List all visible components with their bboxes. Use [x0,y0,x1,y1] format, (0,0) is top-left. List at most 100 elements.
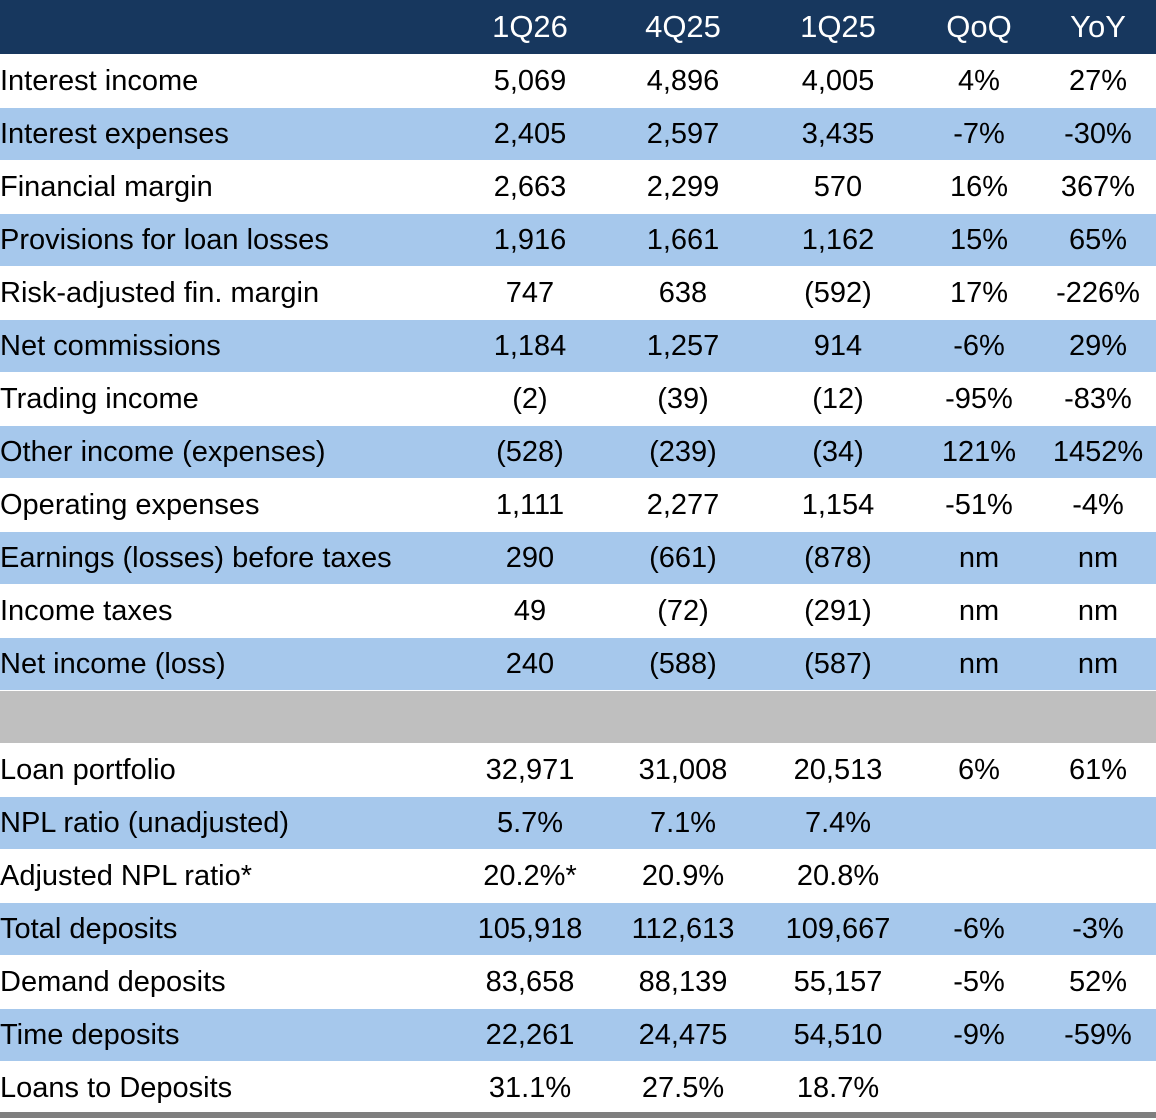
value-4q25: 2,299 [608,160,758,214]
value-4q25: 31,008 [608,743,758,797]
value-1q26: 49 [452,584,608,638]
header-4q25: 4Q25 [608,0,758,55]
value-1q25: 570 [758,160,918,214]
value-qoq [918,1061,1040,1115]
value-qoq: -51% [918,478,1040,532]
row-label: Risk-adjusted fin. margin [0,266,452,320]
bottom-rule [0,1112,1156,1118]
table-row: Net income (loss) 240 (588) (587) nm nm [0,637,1156,691]
table-row: Earnings (losses) before taxes 290 (661) (8… [0,531,1156,585]
value-yoy: 61% [1040,743,1156,797]
value-1q25: 1,162 [758,213,918,267]
value-4q25: 7.1% [608,796,758,850]
value-qoq: 15% [918,213,1040,267]
value-qoq: -6% [918,902,1040,956]
value-qoq: -95% [918,372,1040,426]
row-label: Loans to Deposits [0,1061,452,1115]
row-label: Provisions for loan losses [0,213,452,267]
value-qoq: 6% [918,743,1040,797]
value-4q25: (588) [608,637,758,691]
value-1q25: 1,154 [758,478,918,532]
value-1q26: 1,111 [452,478,608,532]
value-1q25: (592) [758,266,918,320]
value-1q26: (2) [452,372,608,426]
value-qoq: nm [918,637,1040,691]
value-qoq: nm [918,584,1040,638]
value-4q25: 24,475 [608,1008,758,1062]
table-row: Risk-adjusted fin. margin 747 638 (592) 17% -… [0,266,1156,320]
value-1q26: 2,405 [452,107,608,161]
value-qoq: -7% [918,107,1040,161]
value-yoy [1040,1061,1156,1115]
value-4q25: (239) [608,425,758,479]
value-1q25: 20.8% [758,849,918,903]
value-1q25: (34) [758,425,918,479]
value-1q25: 55,157 [758,955,918,1009]
value-yoy: -3% [1040,902,1156,956]
value-1q25: 3,435 [758,107,918,161]
table-body: Interest income 5,069 4,896 4,005 4% 27% Inter… [0,54,1156,1115]
value-1q26: 747 [452,266,608,320]
row-label: Interest expenses [0,107,452,161]
value-qoq: 121% [918,425,1040,479]
table-row: Adjusted NPL ratio* 20.2%* 20.9% 20.8% [0,849,1156,903]
value-yoy: 27% [1040,54,1156,108]
value-1q26: 22,261 [452,1008,608,1062]
table-row: Interest income 5,069 4,896 4,005 4% 27% [0,54,1156,108]
value-1q26: 32,971 [452,743,608,797]
table-row: Financial margin 2,663 2,299 570 16% 367% [0,160,1156,214]
value-1q26: 105,918 [452,902,608,956]
value-yoy: -59% [1040,1008,1156,1062]
value-4q25: 4,896 [608,54,758,108]
value-yoy [1040,796,1156,850]
header-label-column [0,0,452,55]
value-yoy: nm [1040,637,1156,691]
row-label: Trading income [0,372,452,426]
value-1q26: 5,069 [452,54,608,108]
value-1q25: 54,510 [758,1008,918,1062]
row-label: Other income (expenses) [0,425,452,479]
value-4q25: (39) [608,372,758,426]
value-qoq [918,849,1040,903]
row-label: Net income (loss) [0,637,452,691]
value-1q25: 18.7% [758,1061,918,1115]
value-qoq [918,796,1040,850]
value-yoy: 65% [1040,213,1156,267]
value-yoy: nm [1040,531,1156,585]
value-yoy [1040,849,1156,903]
header-1q25: 1Q25 [758,0,918,55]
value-1q26: 2,663 [452,160,608,214]
section-separator [0,690,1156,744]
row-label: Total deposits [0,902,452,956]
value-yoy: 1452% [1040,425,1156,479]
header-row: 1Q26 4Q25 1Q25 QoQ YoY [0,0,1156,55]
value-4q25: 112,613 [608,902,758,956]
value-1q25: 7.4% [758,796,918,850]
value-4q25: 2,597 [608,107,758,161]
value-4q25: 1,661 [608,213,758,267]
value-1q26: 31.1% [452,1061,608,1115]
table-row: Operating expenses 1,111 2,277 1,154 -51% -4% [0,478,1156,532]
value-4q25: 88,139 [608,955,758,1009]
row-label: Income taxes [0,584,452,638]
row-label: Earnings (losses) before taxes [0,531,452,585]
value-4q25: 638 [608,266,758,320]
value-4q25: (72) [608,584,758,638]
value-1q26: 83,658 [452,955,608,1009]
header-yoy: YoY [1040,0,1156,55]
value-yoy: -30% [1040,107,1156,161]
row-label: Financial margin [0,160,452,214]
value-yoy: 29% [1040,319,1156,373]
value-yoy: -4% [1040,478,1156,532]
row-label: Time deposits [0,1008,452,1062]
row-label: Loan portfolio [0,743,452,797]
value-1q25: (291) [758,584,918,638]
table-row: Total deposits 105,918 112,613 109,667 -6% -3… [0,902,1156,956]
value-yoy: -83% [1040,372,1156,426]
table-row: Income taxes 49 (72) (291) nm nm [0,584,1156,638]
value-1q26: 5.7% [452,796,608,850]
value-1q26: 1,916 [452,213,608,267]
table-row: Loan portfolio 32,971 31,008 20,513 6% 61% [0,743,1156,797]
value-1q25: (878) [758,531,918,585]
value-qoq: -6% [918,319,1040,373]
